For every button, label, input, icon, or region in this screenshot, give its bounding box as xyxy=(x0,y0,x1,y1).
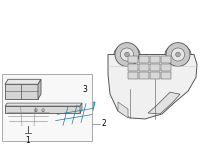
Bar xyxy=(128,56,138,64)
Bar xyxy=(139,72,149,79)
Bar xyxy=(150,64,160,71)
Polygon shape xyxy=(54,102,95,127)
Bar xyxy=(128,64,138,71)
Bar xyxy=(128,72,138,79)
Bar xyxy=(139,64,149,71)
Text: ⊕  ⊖: ⊕ ⊖ xyxy=(34,107,46,112)
Circle shape xyxy=(120,48,134,61)
Text: 1: 1 xyxy=(26,136,30,145)
Polygon shape xyxy=(5,103,82,106)
Circle shape xyxy=(115,43,139,66)
Text: 2: 2 xyxy=(102,119,107,128)
Bar xyxy=(161,56,171,64)
Bar xyxy=(161,64,171,71)
Polygon shape xyxy=(108,55,197,119)
Bar xyxy=(2,74,92,141)
Text: 3: 3 xyxy=(82,85,87,94)
Circle shape xyxy=(166,43,190,66)
Polygon shape xyxy=(5,79,41,84)
Polygon shape xyxy=(5,106,80,113)
Polygon shape xyxy=(148,92,180,114)
Polygon shape xyxy=(6,107,50,126)
Bar xyxy=(139,56,149,64)
Polygon shape xyxy=(80,103,82,113)
Circle shape xyxy=(171,48,185,61)
Bar xyxy=(150,72,160,79)
Circle shape xyxy=(176,52,180,57)
Bar xyxy=(161,72,171,79)
Polygon shape xyxy=(118,102,128,118)
Bar xyxy=(150,56,160,64)
Circle shape xyxy=(125,52,129,57)
Polygon shape xyxy=(5,84,38,99)
Polygon shape xyxy=(38,79,41,99)
